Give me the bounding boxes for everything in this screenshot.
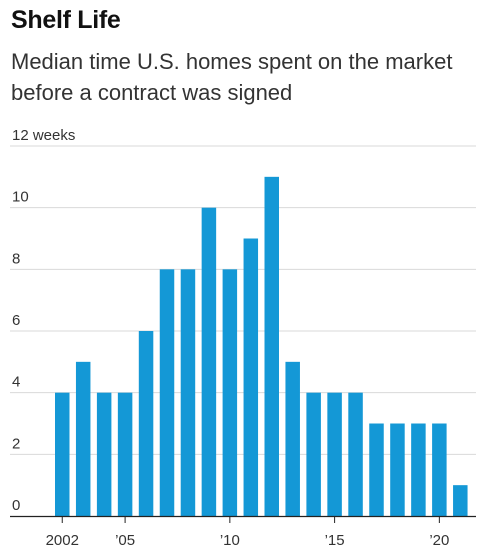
bars: [55, 176, 468, 517]
chart-title: Shelf Life: [11, 6, 121, 34]
y-axis-labels: 0 2 4 6 8 10 12 weeks: [12, 127, 75, 514]
bar: [306, 392, 321, 516]
y-tick-label: 10: [12, 189, 29, 206]
x-tick-label: ’15: [325, 532, 345, 549]
y-tick-label: 6: [12, 312, 20, 329]
bar: [327, 392, 342, 516]
y-tick-label: 2: [12, 435, 20, 452]
y-tick-label: 0: [12, 497, 20, 514]
y-tick-label: 12 weeks: [12, 127, 75, 144]
bar: [411, 423, 426, 516]
x-tick-label: 2002: [46, 532, 79, 549]
y-tick-label: 4: [12, 374, 20, 391]
bar: [390, 423, 405, 516]
x-tick-label: ’05: [115, 532, 135, 549]
bar: [201, 207, 217, 516]
bar: [222, 269, 238, 516]
bar: [348, 392, 363, 516]
bar: [117, 392, 133, 516]
bar: [138, 331, 154, 516]
bar: [55, 392, 70, 516]
bar: [264, 176, 279, 517]
y-tick-label: 8: [12, 250, 20, 267]
bar: [180, 269, 196, 516]
bar: [432, 423, 447, 516]
x-tick-label: ’10: [220, 532, 240, 549]
bar: [96, 392, 112, 516]
chart-subtitle: Median time U.S. homes spent on the mark…: [11, 49, 453, 105]
bar: [453, 485, 468, 516]
x-tick-label: ’20: [429, 532, 449, 549]
bar: [159, 269, 175, 516]
bar: [75, 361, 91, 516]
bar: [369, 423, 384, 516]
x-axis: 2002 ’05 ’10 ’15 ’20: [10, 515, 476, 549]
bar: [243, 238, 259, 516]
bar: [285, 361, 300, 516]
